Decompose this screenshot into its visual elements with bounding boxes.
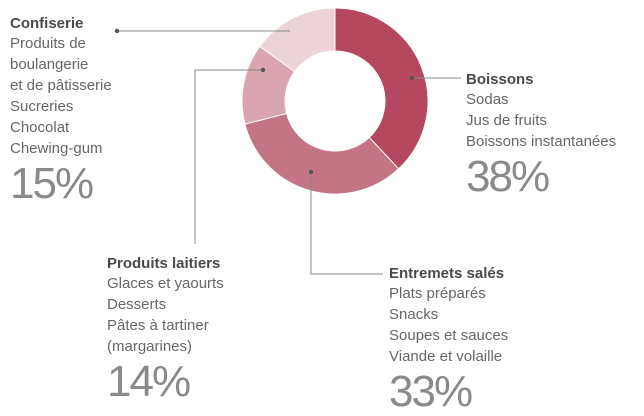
confiserie-leader-dot: [114, 28, 120, 34]
donut-slice-confiserie: [259, 7, 336, 73]
entremets-item: Plats préparés: [389, 285, 486, 302]
donut-slice-boissons: [334, 7, 429, 170]
laitiers-item: Pâtes à tartiner: [107, 317, 209, 334]
laitiers-item: (margarines): [107, 338, 193, 355]
confiserie-item: et de pâtisserie: [10, 77, 112, 94]
laitiers-label-group: Produits laitiers Glaces et yaourts Dess…: [107, 254, 224, 405]
boissons-leader-dot: [409, 75, 415, 81]
entremets-leader-dot: [308, 169, 314, 175]
confiserie-item: boulangerie: [10, 56, 89, 73]
confiserie-percent: 15%: [10, 159, 94, 208]
confiserie-label-group: Confiserie Produits de boulangerie et de…: [10, 14, 112, 207]
confiserie-item: Sucreries: [10, 98, 74, 115]
laitiers-percent: 14%: [107, 357, 191, 406]
boissons-item: Jus de fruits: [466, 112, 547, 129]
laitiers-title: Produits laitiers: [107, 255, 221, 272]
entremets-label-group: Entremets salés Plats préparés Snacks So…: [389, 264, 508, 415]
entremets-item: Snacks: [389, 306, 439, 323]
entremets-title: Entremets salés: [389, 265, 505, 282]
laitiers-item: Glaces et yaourts: [107, 275, 224, 292]
boissons-item: Boissons instantanées: [466, 133, 617, 150]
donut-slice-entremets-sal-s: [244, 112, 400, 195]
boissons-item: Sodas: [466, 91, 509, 108]
entremets-item: Soupes et sauces: [389, 327, 509, 344]
confiserie-title: Confiserie: [10, 15, 84, 32]
entremets-percent: 33%: [389, 367, 473, 416]
confiserie-item: Produits de: [10, 35, 86, 52]
confiserie-item: Chewing-gum: [10, 140, 103, 157]
boissons-title: Boissons: [466, 71, 534, 88]
boissons-percent: 38%: [466, 152, 550, 201]
laitiers-leader-line: [194, 69, 263, 244]
laitiers-item: Desserts: [107, 296, 167, 313]
entremets-item: Viande et volaille: [389, 348, 503, 365]
laitiers-leader-dot: [260, 67, 266, 73]
confiserie-item: Chocolat: [10, 119, 70, 136]
boissons-label-group: Boissons Sodas Jus de fruits Boissons in…: [466, 70, 616, 200]
entremets-leader-line: [310, 172, 383, 275]
